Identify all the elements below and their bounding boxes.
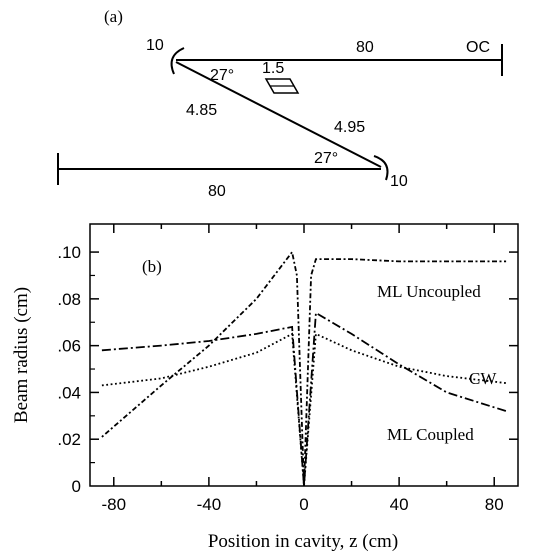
legend-cw: CW xyxy=(469,369,497,388)
y-tick-label: .08 xyxy=(57,290,81,309)
crystal-outline xyxy=(264,78,300,94)
right-curved-mirror xyxy=(373,155,389,181)
left-curved-mirror xyxy=(170,47,185,75)
panel-b-label: (b) xyxy=(142,257,162,276)
series-line-ml-uncoupled xyxy=(101,249,507,487)
bottom-arm-length: 80 xyxy=(208,183,226,200)
x-tick-label: 80 xyxy=(485,495,504,514)
right-mirror-roc: 10 xyxy=(390,173,408,190)
fold-length-left: 4.85 xyxy=(186,102,217,119)
fold-length-right: 4.95 xyxy=(334,119,365,136)
tick-labels: -80 -40 0 40 80 0 .02 .04 .06 .08 .10 xyxy=(57,243,503,514)
y-tick-label: .06 xyxy=(57,337,81,356)
top-arm-length: 80 xyxy=(356,39,374,56)
axis-ticks xyxy=(90,224,518,486)
y-tick-label: 0 xyxy=(72,477,81,496)
y-tick-label: .02 xyxy=(57,430,81,449)
output-coupler-label: OC xyxy=(466,39,490,56)
y-tick-label: .10 xyxy=(57,243,81,262)
beam-radius-chart: -80 -40 0 40 80 0 .02 .04 .06 .08 .10 (b) ML Uncou… xyxy=(11,223,519,552)
fold-beam xyxy=(175,61,382,168)
fold-angle-top: 27° xyxy=(210,67,234,84)
x-tick-label: -40 xyxy=(197,495,222,514)
cavity-labels: 10 80 OC 27° 1.5 4.85 4.95 27° 10 80 xyxy=(146,37,490,200)
y-axis-title: Beam radius (cm) xyxy=(11,287,32,423)
panel-a-label: (a) xyxy=(104,7,123,26)
x-tick-label: -80 xyxy=(101,495,126,514)
x-tick-label: 40 xyxy=(390,495,409,514)
legend-ml-uncoupled: ML Uncoupled xyxy=(377,282,481,301)
legend-ml-coupled: ML Coupled xyxy=(387,425,474,444)
series-line-ml-coupled xyxy=(101,311,507,487)
fold-angle-bottom: 27° xyxy=(314,150,338,167)
x-tick-label: 0 xyxy=(299,495,308,514)
left-mirror-roc: 10 xyxy=(146,37,164,54)
x-axis-title: Position in cavity, z (cm) xyxy=(208,531,398,552)
y-tick-label: .04 xyxy=(57,383,81,402)
series-line-cw xyxy=(101,332,507,487)
series-layer xyxy=(101,249,507,487)
cavity-schematic: (a) xyxy=(57,7,503,185)
crystal-length: 1.5 xyxy=(262,60,284,77)
